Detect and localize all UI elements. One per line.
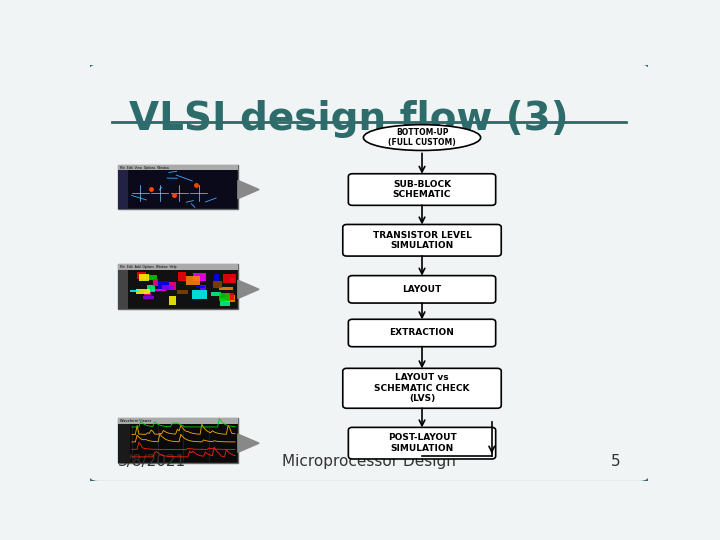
FancyBboxPatch shape [348,319,495,347]
FancyBboxPatch shape [118,418,238,463]
FancyBboxPatch shape [343,225,501,256]
FancyBboxPatch shape [152,289,166,291]
FancyBboxPatch shape [118,418,238,424]
FancyBboxPatch shape [348,174,495,205]
FancyBboxPatch shape [143,291,151,295]
FancyBboxPatch shape [225,293,234,300]
FancyBboxPatch shape [343,368,501,408]
FancyBboxPatch shape [143,296,154,299]
FancyBboxPatch shape [158,281,169,289]
Text: 3/8/2021: 3/8/2021 [118,454,186,469]
Text: Waveform Viewer: Waveform Viewer [120,419,151,423]
FancyBboxPatch shape [186,276,200,285]
FancyBboxPatch shape [192,290,207,299]
FancyBboxPatch shape [169,296,176,305]
FancyBboxPatch shape [219,293,230,301]
FancyBboxPatch shape [178,273,186,281]
FancyBboxPatch shape [197,286,204,288]
Text: File  Edit  Add  Options  Window  Help: File Edit Add Options Window Help [120,265,176,269]
FancyBboxPatch shape [210,292,221,296]
FancyBboxPatch shape [230,278,234,282]
FancyBboxPatch shape [137,272,146,279]
FancyBboxPatch shape [220,299,230,306]
FancyBboxPatch shape [148,275,157,280]
FancyBboxPatch shape [136,289,150,294]
FancyBboxPatch shape [225,295,235,302]
FancyBboxPatch shape [223,274,236,282]
Text: BOTTOM-UP
(FULL CUSTOM): BOTTOM-UP (FULL CUSTOM) [388,128,456,147]
FancyBboxPatch shape [130,290,139,292]
Text: File  Edit  View  Options  Window: File Edit View Options Window [120,165,169,170]
FancyBboxPatch shape [118,270,128,309]
FancyBboxPatch shape [118,165,238,171]
FancyBboxPatch shape [348,427,495,459]
Text: POST-LAYOUT
SIMULATION: POST-LAYOUT SIMULATION [387,434,456,453]
FancyBboxPatch shape [139,274,148,281]
FancyBboxPatch shape [177,290,189,294]
FancyBboxPatch shape [118,171,128,210]
Text: VLSI design flow (3): VLSI design flow (3) [129,100,569,138]
Text: SUB-BLOCK
SCHEMATIC: SUB-BLOCK SCHEMATIC [393,180,451,199]
FancyBboxPatch shape [118,265,238,309]
FancyBboxPatch shape [87,63,651,483]
FancyBboxPatch shape [118,165,238,210]
FancyBboxPatch shape [214,274,219,281]
Text: Microprocessor Design: Microprocessor Design [282,454,456,469]
Text: LAYOUT vs
SCHEMATIC CHECK
(LVS): LAYOUT vs SCHEMATIC CHECK (LVS) [374,373,469,403]
FancyBboxPatch shape [118,265,238,270]
FancyBboxPatch shape [219,287,233,290]
FancyBboxPatch shape [118,424,130,463]
Text: 5: 5 [611,454,620,469]
FancyBboxPatch shape [348,275,495,303]
Ellipse shape [364,125,481,151]
FancyBboxPatch shape [200,285,206,290]
Text: LAYOUT: LAYOUT [402,285,441,294]
FancyBboxPatch shape [193,273,206,281]
Polygon shape [238,180,259,199]
FancyBboxPatch shape [162,285,174,291]
FancyBboxPatch shape [168,282,176,290]
Text: TRANSISTOR LEVEL
SIMULATION: TRANSISTOR LEVEL SIMULATION [372,231,472,250]
Polygon shape [238,280,259,299]
FancyBboxPatch shape [214,281,222,288]
FancyBboxPatch shape [153,279,158,286]
Text: EXTRACTION: EXTRACTION [390,328,454,338]
FancyBboxPatch shape [147,285,156,292]
Polygon shape [238,434,259,453]
